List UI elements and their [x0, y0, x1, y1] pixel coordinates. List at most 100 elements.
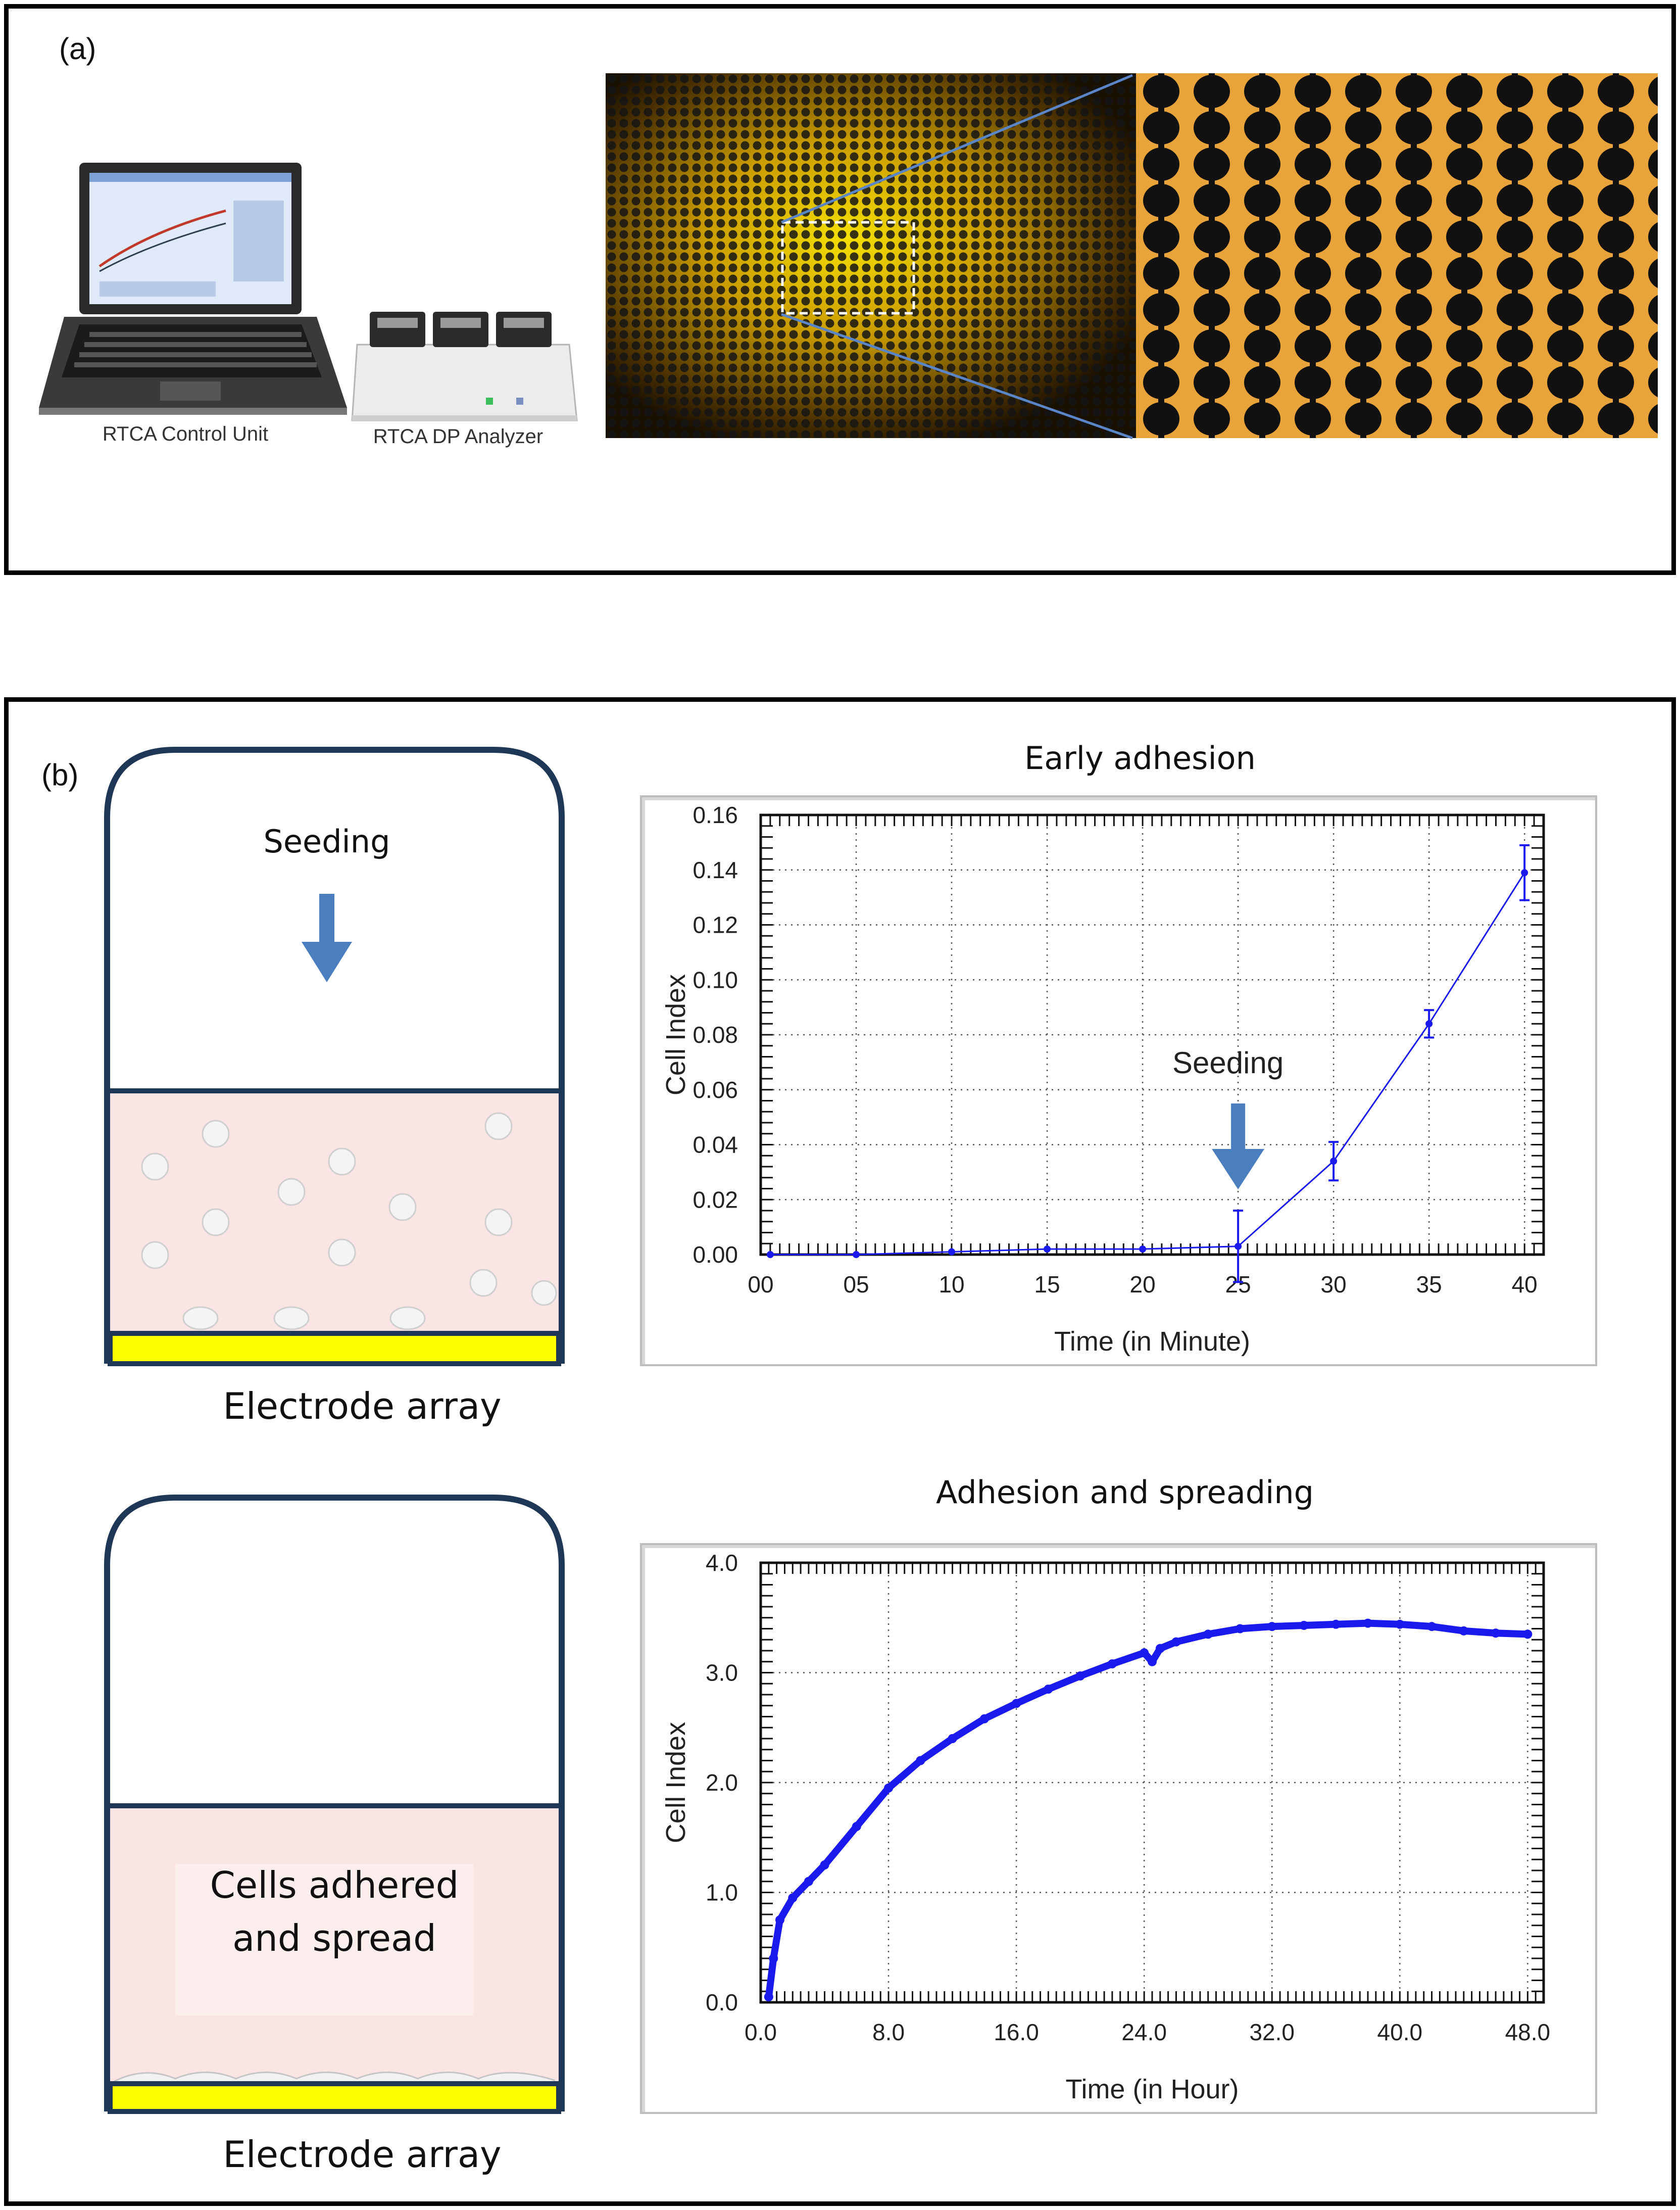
x-tick-label: 40.0 [1377, 2019, 1423, 2045]
data-point [1044, 1245, 1051, 1253]
data-point [1076, 1671, 1085, 1680]
y-axis-label: Cell Index [661, 974, 691, 1095]
data-point [1300, 1621, 1309, 1630]
y-tick-label: 0.00 [693, 1241, 738, 1268]
y-tick-label: 0.0 [706, 1989, 738, 2015]
x-tick-label: 48.0 [1505, 2019, 1551, 2045]
panel-b-label: (b) [41, 757, 78, 792]
x-tick-label: 8.0 [872, 2019, 905, 2045]
data-point [820, 1860, 829, 1869]
data-point [767, 1251, 774, 1258]
adhered-label-line2: and spread [175, 1917, 493, 1959]
data-point [1331, 1620, 1341, 1629]
data-point [764, 1992, 773, 2001]
data-point [853, 1251, 860, 1258]
data-point [1330, 1158, 1337, 1165]
laptop-image [34, 155, 357, 438]
chart-early-adhesion-title: Early adhesion [746, 740, 1534, 777]
zoom-lines [776, 69, 1140, 443]
data-point [788, 1893, 797, 1902]
well-diagram-adhered [100, 1490, 569, 2127]
seeding-annotation-arrow-shaft [1231, 1103, 1245, 1151]
data-point [1012, 1699, 1021, 1708]
x-axis-label: Time (in Hour) [1065, 2074, 1239, 2104]
x-tick-label: 20 [1130, 1271, 1156, 1298]
seeding-label: Seeding [226, 823, 428, 860]
y-tick-label: 3.0 [706, 1660, 738, 1686]
x-tick-label: 05 [843, 1271, 869, 1298]
seeding-annotation-arrow-head [1212, 1149, 1264, 1189]
x-tick-label: 32.0 [1249, 2019, 1295, 2045]
y-tick-label: 0.12 [693, 912, 738, 938]
y-tick-label: 0.16 [693, 802, 738, 828]
data-point [948, 1248, 955, 1256]
panel-a: (a) RTCA Control Unit [4, 4, 1676, 575]
data-point [1459, 1626, 1468, 1636]
x-axis-label: Time (in Minute) [1054, 1326, 1250, 1357]
panel-b: (b) Seeding Electrode array Cells adhere… [4, 697, 1676, 2206]
x-tick-label: 24.0 [1121, 2019, 1167, 2045]
seeding-annotation: Seeding [1172, 1046, 1283, 1080]
x-tick-label: 30 [1321, 1271, 1347, 1298]
x-tick-label: 00 [748, 1271, 773, 1298]
data-point [775, 1915, 784, 1925]
y-tick-label: 1.0 [706, 1880, 738, 1906]
chart-early-adhesion-frame: 00 05 10 15 20 25 30 35 40 0.00 0.02 0.04 0.06 0.08 0.… [640, 795, 1597, 1366]
x-tick-label: 35 [1416, 1271, 1442, 1298]
chart-spreading: 0.0 8.0 16.0 24.0 32.0 40.0 48.0 0.0 1.0 2.0 3.0 4.… [642, 1545, 1595, 2112]
data-point [769, 1954, 778, 1963]
data-point [1156, 1644, 1165, 1653]
seeding-arrow [299, 894, 355, 985]
data-point [1139, 1245, 1146, 1253]
x-tick-label: 15 [1034, 1271, 1060, 1298]
data-point [980, 1714, 989, 1723]
chart-spreading-title: Adhesion and spreading [731, 1474, 1519, 1511]
y-tick-label: 0.10 [693, 967, 738, 993]
x-tick-label: 10 [938, 1271, 964, 1298]
data-point [884, 1784, 893, 1793]
laptop-caption: RTCA Control Unit [69, 423, 302, 446]
data-point [1236, 1624, 1245, 1634]
data-point [948, 1734, 957, 1743]
y-tick-label: 4.0 [706, 1550, 738, 1576]
data-point [1267, 1622, 1276, 1631]
data-point [1521, 869, 1528, 876]
data-point [852, 1822, 861, 1831]
y-tick-label: 0.08 [693, 1022, 738, 1048]
electrode-array-caption-bottom: Electrode array [190, 2133, 534, 2176]
y-tick-label: 2.0 [706, 1769, 738, 1796]
data-point [1427, 1622, 1437, 1631]
data-point [1425, 1020, 1432, 1027]
data-point [1108, 1659, 1117, 1668]
data-point [916, 1756, 925, 1765]
data-point [1171, 1638, 1180, 1647]
data-point [1395, 1620, 1404, 1629]
chart-spreading-frame: 0.0 8.0 16.0 24.0 32.0 40.0 48.0 0.0 1.0 2.0 3.0 4.… [640, 1543, 1597, 2114]
series-line [769, 1623, 1528, 1997]
x-tick-label: 0.0 [745, 2019, 777, 2045]
x-tick-label: 16.0 [994, 2019, 1039, 2045]
electrode-micrograph-zoom [1136, 73, 1658, 438]
data-point [1148, 1657, 1157, 1666]
y-axis-label: Cell Index [661, 1722, 691, 1843]
panel-a-label: (a) [59, 31, 96, 66]
analyzer-image [347, 297, 584, 433]
data-point [1491, 1628, 1500, 1638]
analyzer-caption: RTCA DP Analyzer [352, 425, 564, 448]
plot-frame [761, 815, 1544, 1255]
adhered-label-line1: Cells adhered [175, 1864, 493, 1906]
data-point [1204, 1629, 1213, 1639]
data-point [1363, 1619, 1372, 1628]
y-tick-label: 0.02 [693, 1186, 738, 1213]
data-point [1140, 1648, 1149, 1657]
data-point [1523, 1629, 1532, 1639]
data-point [1234, 1243, 1242, 1250]
chart-early-adhesion: 00 05 10 15 20 25 30 35 400.000.020.040.060.080.… [642, 797, 1595, 1364]
data-point [804, 1877, 813, 1886]
data-point [1044, 1685, 1053, 1694]
y-tick-label: 0.14 [693, 857, 738, 883]
electrode-array-caption-top: Electrode array [190, 1385, 534, 1427]
y-tick-label: 0.06 [693, 1077, 738, 1103]
series-line [770, 873, 1524, 1255]
y-tick-label: 0.04 [693, 1132, 738, 1158]
